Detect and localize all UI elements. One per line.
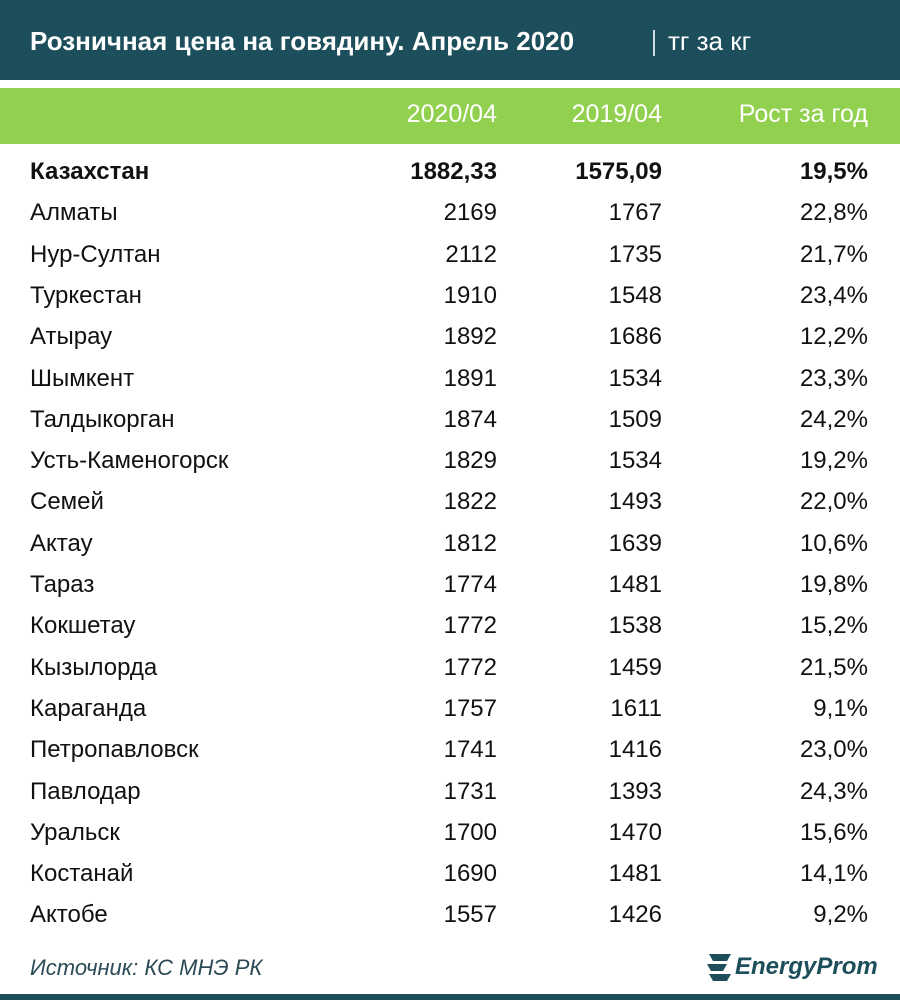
- cell-value: 1459: [608, 653, 662, 681]
- cell-value: 23,0%: [799, 736, 868, 764]
- cell-value: 1393: [608, 777, 662, 805]
- row-label: Кызылорда: [30, 653, 158, 681]
- cell-value: 1829: [443, 447, 497, 475]
- cell-value: 12,2%: [799, 323, 868, 351]
- row-label: Усть-Каменогорск: [30, 447, 229, 475]
- cell-value: 1772: [443, 612, 497, 640]
- cell-value: 22,8%: [799, 199, 868, 227]
- cell-value: 1575,09: [575, 158, 662, 185]
- cell-value: 1481: [608, 860, 662, 888]
- row-label: Актобе: [30, 901, 108, 929]
- cell-value: 1470: [608, 818, 662, 846]
- cell-value: 1639: [608, 529, 662, 557]
- row-label: Актау: [30, 529, 93, 557]
- cell-value: 1611: [610, 694, 662, 722]
- row-label: Уральск: [30, 818, 120, 846]
- cell-value: 1891: [443, 364, 497, 392]
- cell-value: 22,0%: [799, 488, 868, 516]
- row-label: Караганда: [30, 694, 147, 722]
- cell-value: 1426: [608, 901, 662, 929]
- cell-value: 1534: [608, 447, 662, 475]
- source: Источник: КС МНЭ РК: [30, 955, 263, 980]
- row-label: Нур-Султан: [30, 240, 161, 268]
- cell-value: 1892: [443, 323, 497, 351]
- cell-value: 1548: [608, 281, 662, 309]
- cell-value: 24,2%: [799, 405, 868, 433]
- cell-value: 2169: [443, 199, 497, 227]
- cell-value: 1509: [608, 405, 662, 433]
- cell-value: 1874: [443, 405, 497, 433]
- cell-value: 1735: [608, 240, 662, 268]
- cell-value: 1700: [443, 818, 497, 846]
- cell-value: 9,2%: [813, 901, 868, 929]
- bottom-line: [0, 994, 900, 1000]
- cell-value: 24,3%: [799, 777, 868, 805]
- cell-value: 21,7%: [799, 240, 868, 268]
- header-bar: [0, 88, 900, 144]
- cell-value: 1690: [443, 860, 497, 888]
- cell-value: 1731: [443, 777, 497, 805]
- cell-value: 21,5%: [799, 653, 868, 681]
- cell-value: 10,6%: [799, 529, 868, 557]
- cell-value: 1910: [443, 281, 497, 309]
- cell-value: 1772: [443, 653, 497, 681]
- row-label: Туркестан: [30, 281, 142, 309]
- cell-value: 15,6%: [799, 818, 868, 846]
- row-label: Семей: [30, 488, 104, 516]
- cell-value: 9,1%: [813, 694, 868, 722]
- cell-value: 1534: [608, 364, 662, 392]
- column-header: 2020/04: [406, 100, 497, 128]
- column-header: 2019/04: [571, 100, 662, 128]
- cell-value: 1557: [443, 901, 497, 929]
- cell-value: 1812: [443, 529, 497, 557]
- unit: тг за кг: [668, 26, 752, 56]
- cell-value: 1767: [608, 199, 662, 227]
- row-label: Тараз: [30, 571, 95, 598]
- cell-value: 15,2%: [799, 612, 868, 640]
- cell-value: 1416: [608, 736, 662, 764]
- cell-value: 2112: [445, 240, 497, 268]
- title-bar: [0, 0, 900, 80]
- cell-value: 1686: [608, 323, 662, 351]
- logo-icon: [707, 954, 731, 981]
- row-label: Алматы: [30, 199, 118, 227]
- logo: EnergyProm: [735, 953, 878, 980]
- row-label: Шымкент: [30, 364, 135, 392]
- cell-value: 1822: [443, 488, 497, 516]
- row-label: Талдыкорган: [30, 405, 175, 433]
- title: Розничная цена на говядину. Апрель 2020: [30, 26, 575, 56]
- cell-value: 1774: [443, 571, 497, 598]
- cell-value: 1538: [608, 612, 662, 640]
- row-label: Петропавловск: [30, 736, 199, 764]
- separator: [653, 30, 655, 56]
- cell-value: 23,3%: [799, 364, 868, 392]
- cell-value: 1481: [608, 571, 662, 598]
- row-label: Кокшетау: [30, 612, 136, 640]
- cell-value: 1493: [608, 488, 662, 516]
- row-label: Атырау: [30, 323, 113, 351]
- row-label: Павлодар: [30, 777, 141, 805]
- row-label: Костанай: [30, 860, 134, 888]
- cell-value: 1757: [443, 694, 497, 722]
- cell-value: 1741: [443, 736, 497, 764]
- cell-value: 14,1%: [799, 860, 868, 888]
- row-label: Казахстан: [30, 158, 150, 185]
- cell-value: 23,4%: [799, 281, 868, 309]
- cell-value: 19,8%: [799, 571, 868, 598]
- column-header: Рост за год: [738, 100, 868, 128]
- cell-value: 19,5%: [799, 158, 868, 185]
- cell-value: 19,2%: [799, 447, 868, 475]
- cell-value: 1882,33: [410, 158, 497, 185]
